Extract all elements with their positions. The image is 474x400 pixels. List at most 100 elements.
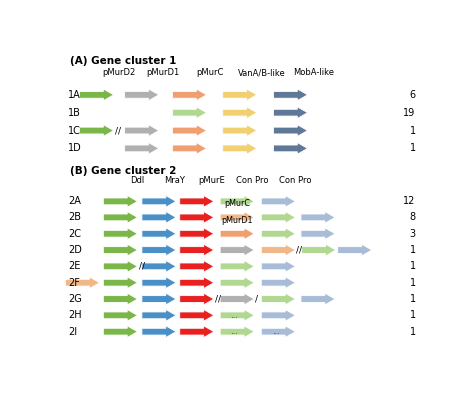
Polygon shape xyxy=(142,310,176,321)
Polygon shape xyxy=(142,228,176,240)
Polygon shape xyxy=(180,260,214,272)
Polygon shape xyxy=(301,244,336,256)
Polygon shape xyxy=(80,125,114,136)
Text: VanA/B-like: VanA/B-like xyxy=(238,68,286,77)
Text: 1A: 1A xyxy=(68,90,81,100)
Polygon shape xyxy=(142,244,176,256)
Polygon shape xyxy=(220,228,255,240)
Text: 1: 1 xyxy=(410,294,416,304)
Text: pMurC: pMurC xyxy=(224,200,250,208)
Polygon shape xyxy=(223,125,257,136)
Polygon shape xyxy=(261,260,295,272)
Text: pMurC: pMurC xyxy=(197,68,224,77)
Polygon shape xyxy=(103,196,137,207)
Polygon shape xyxy=(142,260,176,272)
Text: 1: 1 xyxy=(410,245,416,255)
Polygon shape xyxy=(142,293,176,305)
Polygon shape xyxy=(103,244,137,256)
Text: MobA-like: MobA-like xyxy=(293,68,334,77)
Text: pMurE: pMurE xyxy=(198,176,225,185)
Text: 12: 12 xyxy=(403,196,416,206)
Text: Con Pro: Con Pro xyxy=(237,176,269,185)
Text: Con Pro: Con Pro xyxy=(279,176,311,185)
Polygon shape xyxy=(261,277,295,288)
Polygon shape xyxy=(273,89,308,101)
Polygon shape xyxy=(337,244,372,256)
Polygon shape xyxy=(301,212,335,223)
Text: Ddl: Ddl xyxy=(130,176,144,185)
Polygon shape xyxy=(273,107,308,118)
Text: 1: 1 xyxy=(410,261,416,271)
Text: 2D: 2D xyxy=(68,245,82,255)
Text: 3: 3 xyxy=(410,229,416,239)
Polygon shape xyxy=(142,212,176,223)
Polygon shape xyxy=(261,196,295,207)
Text: ...: ... xyxy=(230,327,238,336)
Polygon shape xyxy=(103,260,137,272)
Polygon shape xyxy=(103,310,137,321)
Polygon shape xyxy=(180,326,214,338)
Text: 2E: 2E xyxy=(68,261,81,271)
Polygon shape xyxy=(173,107,207,118)
Text: 8: 8 xyxy=(410,212,416,222)
Text: pMurD1: pMurD1 xyxy=(146,68,179,77)
Text: 1: 1 xyxy=(410,310,416,320)
Polygon shape xyxy=(125,125,159,136)
Text: MraY: MraY xyxy=(164,176,185,185)
Polygon shape xyxy=(173,142,207,154)
Polygon shape xyxy=(223,142,257,154)
Text: 2A: 2A xyxy=(68,196,82,206)
Polygon shape xyxy=(220,244,255,256)
Polygon shape xyxy=(301,293,335,305)
Polygon shape xyxy=(103,212,137,223)
Text: (B) Gene cluster 2: (B) Gene cluster 2 xyxy=(70,166,177,176)
Polygon shape xyxy=(261,228,295,240)
Polygon shape xyxy=(125,142,159,154)
Polygon shape xyxy=(103,293,137,305)
Text: 1C: 1C xyxy=(68,126,82,136)
Polygon shape xyxy=(261,293,295,305)
Text: ...: ... xyxy=(272,327,280,336)
Polygon shape xyxy=(180,293,214,305)
Polygon shape xyxy=(173,125,207,136)
Text: pMurD2: pMurD2 xyxy=(102,68,135,77)
Text: 1: 1 xyxy=(410,278,416,288)
Polygon shape xyxy=(261,212,295,223)
Polygon shape xyxy=(301,228,335,240)
Polygon shape xyxy=(103,277,137,288)
Polygon shape xyxy=(220,277,255,288)
Polygon shape xyxy=(261,310,295,321)
Polygon shape xyxy=(223,107,257,118)
Text: 2H: 2H xyxy=(68,310,82,320)
Polygon shape xyxy=(180,212,214,223)
Polygon shape xyxy=(80,89,114,101)
Polygon shape xyxy=(103,326,137,338)
Polygon shape xyxy=(273,125,308,136)
Polygon shape xyxy=(142,196,176,207)
Text: //: // xyxy=(215,294,221,304)
Text: pMurD1: pMurD1 xyxy=(221,216,253,225)
Polygon shape xyxy=(103,228,137,240)
Text: 1D: 1D xyxy=(68,144,82,154)
Text: /: / xyxy=(255,294,258,304)
Text: 2F: 2F xyxy=(68,278,80,288)
Polygon shape xyxy=(223,89,257,101)
Polygon shape xyxy=(220,310,255,321)
Text: 1: 1 xyxy=(410,327,416,337)
Text: 1: 1 xyxy=(410,144,416,154)
Polygon shape xyxy=(220,212,255,223)
Polygon shape xyxy=(180,228,214,240)
Polygon shape xyxy=(261,244,295,256)
Polygon shape xyxy=(173,89,207,101)
Text: 1B: 1B xyxy=(68,108,82,118)
Polygon shape xyxy=(142,326,176,338)
Polygon shape xyxy=(180,244,214,256)
Text: 2B: 2B xyxy=(68,212,82,222)
Polygon shape xyxy=(125,89,159,101)
Polygon shape xyxy=(220,196,255,207)
Text: //: // xyxy=(138,262,145,271)
Text: (A) Gene cluster 1: (A) Gene cluster 1 xyxy=(70,56,177,66)
Polygon shape xyxy=(65,277,100,288)
Text: 2I: 2I xyxy=(68,327,78,337)
Polygon shape xyxy=(220,293,255,305)
